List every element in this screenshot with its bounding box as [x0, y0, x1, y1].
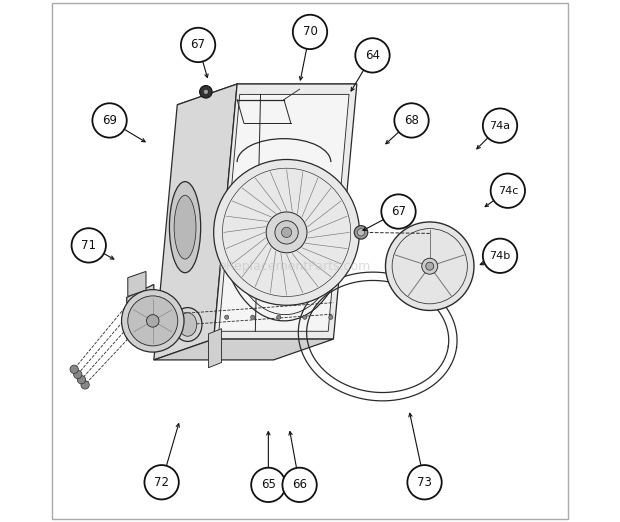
Circle shape	[422, 258, 438, 274]
Circle shape	[357, 229, 365, 236]
Circle shape	[74, 370, 82, 378]
Polygon shape	[154, 339, 334, 360]
Text: 71: 71	[81, 239, 96, 252]
Circle shape	[214, 160, 360, 305]
Circle shape	[251, 468, 286, 502]
Circle shape	[78, 375, 86, 384]
Circle shape	[70, 365, 78, 373]
Text: 73: 73	[417, 476, 432, 489]
Polygon shape	[126, 284, 154, 339]
Circle shape	[293, 15, 327, 49]
Circle shape	[483, 239, 517, 273]
Text: 74c: 74c	[498, 186, 518, 196]
Text: 70: 70	[303, 26, 317, 39]
Text: 72: 72	[154, 476, 169, 489]
Text: 68: 68	[404, 114, 419, 127]
Circle shape	[203, 89, 208, 94]
Text: 67: 67	[391, 205, 406, 218]
Circle shape	[354, 226, 368, 239]
Text: 66: 66	[292, 478, 307, 491]
Circle shape	[490, 173, 525, 208]
Circle shape	[92, 103, 126, 138]
Circle shape	[394, 103, 428, 138]
Circle shape	[275, 221, 298, 244]
Circle shape	[381, 194, 415, 229]
Text: 69: 69	[102, 114, 117, 127]
Circle shape	[250, 315, 255, 319]
Ellipse shape	[174, 195, 196, 259]
Circle shape	[277, 315, 281, 319]
Circle shape	[122, 290, 184, 352]
Ellipse shape	[169, 182, 201, 272]
Polygon shape	[208, 329, 221, 367]
Text: 67: 67	[190, 39, 206, 52]
Circle shape	[329, 315, 333, 319]
Circle shape	[355, 38, 389, 73]
Text: 74b: 74b	[489, 251, 511, 261]
Polygon shape	[334, 253, 352, 261]
Circle shape	[181, 28, 215, 62]
Circle shape	[483, 109, 517, 143]
Circle shape	[303, 315, 307, 319]
Circle shape	[282, 468, 317, 502]
Polygon shape	[219, 94, 349, 331]
Polygon shape	[128, 271, 146, 296]
Text: 64: 64	[365, 49, 380, 62]
Circle shape	[71, 228, 106, 263]
Circle shape	[426, 262, 434, 270]
Circle shape	[128, 296, 178, 346]
Polygon shape	[214, 84, 357, 339]
Circle shape	[81, 381, 89, 389]
Text: eReplacementParts.com: eReplacementParts.com	[218, 260, 371, 272]
Circle shape	[144, 465, 179, 500]
Circle shape	[200, 86, 212, 98]
Circle shape	[386, 222, 474, 311]
Ellipse shape	[179, 313, 197, 336]
Circle shape	[266, 212, 307, 253]
Circle shape	[281, 227, 291, 238]
Text: 65: 65	[261, 478, 276, 491]
Polygon shape	[177, 84, 357, 105]
Circle shape	[146, 315, 159, 327]
Text: 74a: 74a	[489, 121, 511, 130]
Ellipse shape	[174, 307, 202, 341]
Circle shape	[407, 465, 441, 500]
Polygon shape	[154, 84, 237, 360]
Circle shape	[224, 315, 229, 319]
